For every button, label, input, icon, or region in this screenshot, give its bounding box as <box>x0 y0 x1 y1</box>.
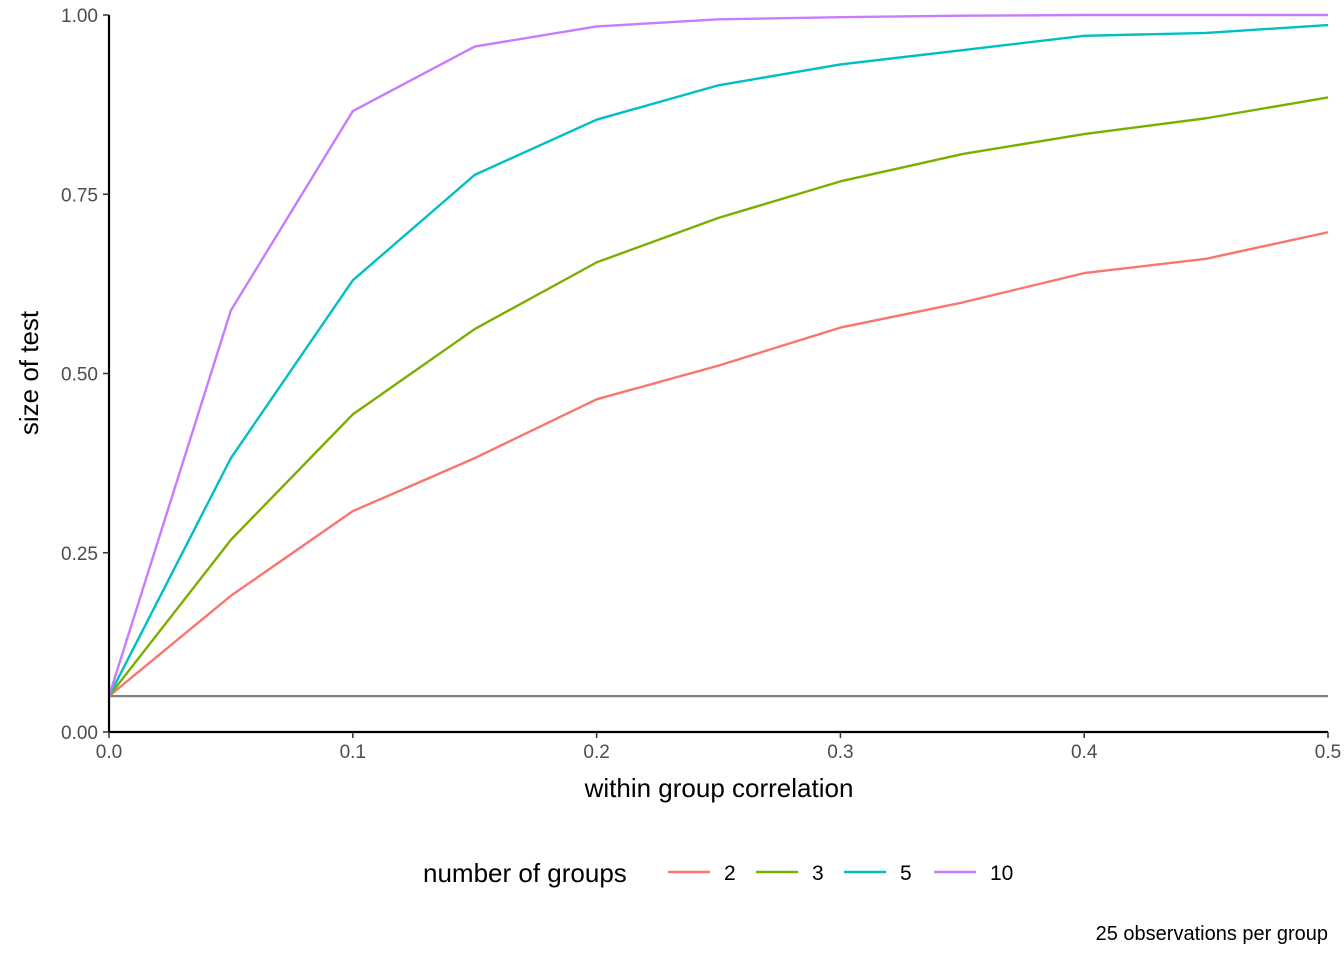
series-line-10 <box>107 13 1328 697</box>
legend-label-5: 5 <box>900 862 912 885</box>
legend-label-10: 10 <box>990 862 1013 885</box>
y-axis-title: size of test <box>14 310 44 435</box>
series-line-2 <box>108 231 1329 698</box>
x-tick-label: 0.5 <box>1315 742 1341 763</box>
x-axis: 0.0 0.1 0.2 0.3 0.4 0.5 <box>96 732 1341 763</box>
legend-label-2: 2 <box>724 862 736 885</box>
x-axis-title: within group correlation <box>584 773 854 803</box>
x-tick-label: 0.0 <box>96 742 122 763</box>
caption: 25 observations per group <box>1096 923 1328 945</box>
y-tick-label: 0.25 <box>61 544 98 565</box>
y-axis: 0.00 0.25 0.50 0.75 1.00 <box>61 6 109 744</box>
legend: number of groups 2 3 5 10 <box>423 858 1013 888</box>
plot-area <box>107 13 1329 698</box>
x-tick-label: 0.3 <box>827 742 853 763</box>
y-tick-label: 0.75 <box>61 185 98 206</box>
series-line-5 <box>107 23 1329 697</box>
legend-title: number of groups <box>423 858 627 888</box>
y-tick-label: 0.00 <box>61 723 98 744</box>
y-tick-label: 1.00 <box>61 6 98 27</box>
x-tick-label: 0.4 <box>1071 742 1098 763</box>
x-tick-label: 0.1 <box>340 742 366 763</box>
x-tick-label: 0.2 <box>583 742 609 763</box>
legend-label-3: 3 <box>812 862 824 885</box>
series-line-3 <box>108 96 1329 697</box>
y-tick-label: 0.50 <box>61 365 98 386</box>
